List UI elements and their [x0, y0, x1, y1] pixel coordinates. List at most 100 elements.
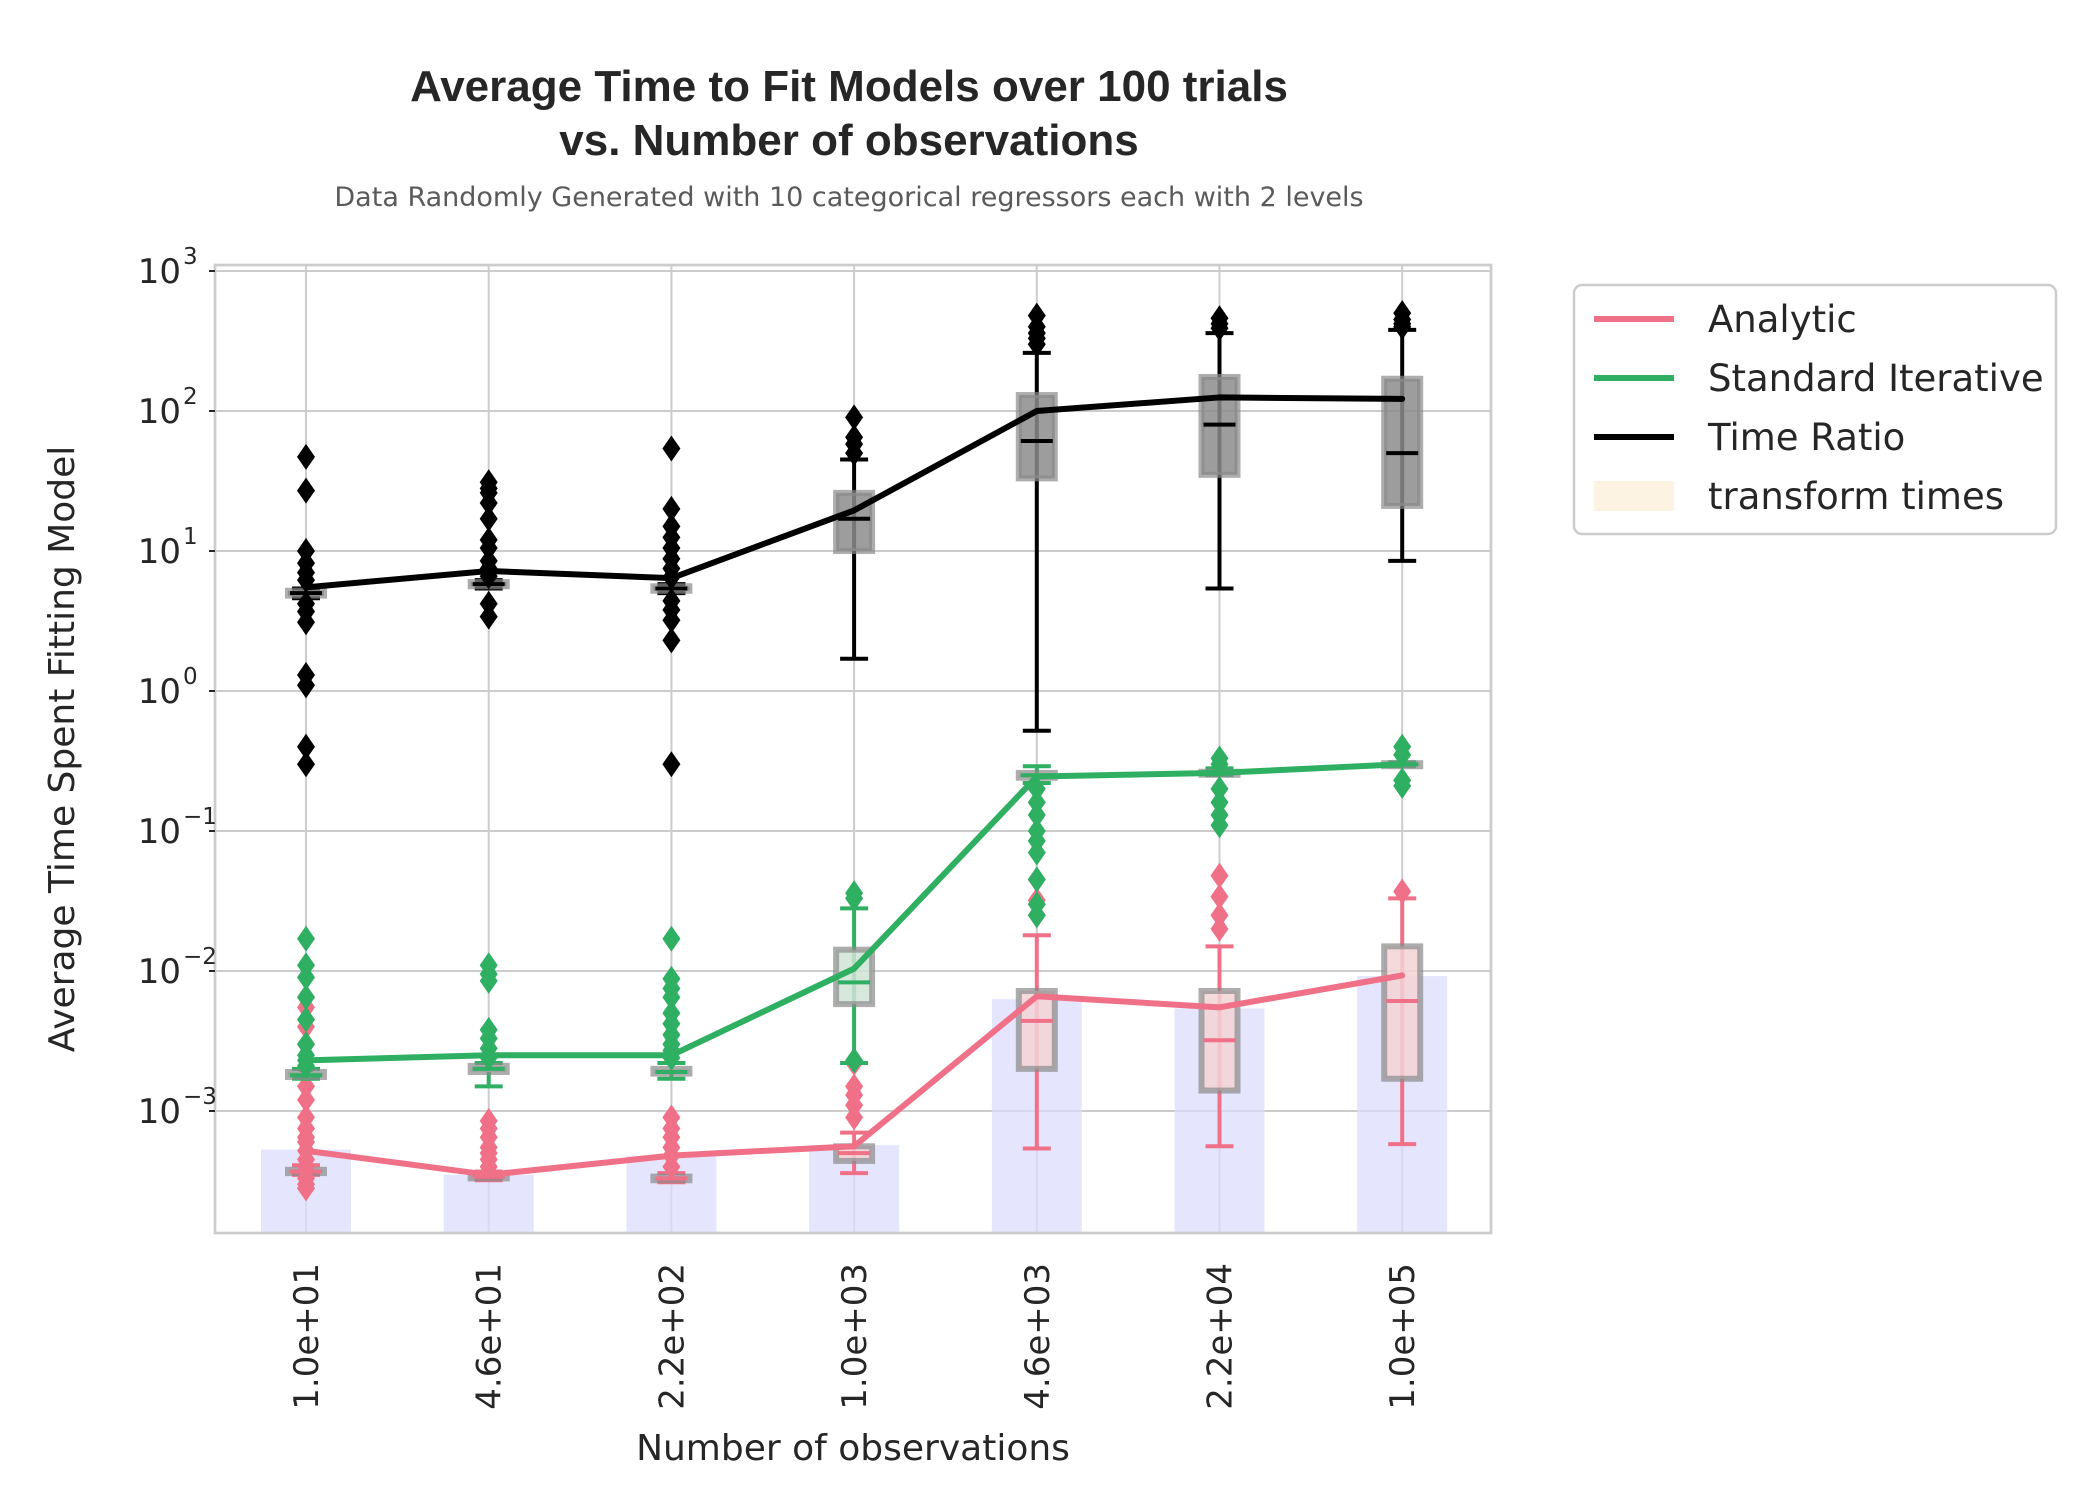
time-ratio-outlier-0-12	[297, 443, 315, 470]
standard-iterative-outlier-4-2	[1027, 866, 1046, 893]
time-ratio-outlier-2-4	[662, 587, 681, 614]
time-ratio-outlier-2-0	[662, 751, 681, 778]
legend-label-time-ratio: Time Ratio	[1707, 416, 1905, 459]
x-tick-label-2: 2.2e+02	[652, 1263, 692, 1410]
time-ratio-outlier-1-7	[479, 505, 498, 532]
x-tick-label-6: 1.0e+05	[1383, 1263, 1423, 1410]
analytic-boxes	[285, 862, 1424, 1202]
y-tick-label-3: 10	[138, 672, 181, 712]
time-ratio-outlier-0-0	[297, 751, 315, 778]
time-ratio-outlier-0-1	[297, 733, 315, 760]
time-ratio-outlier-3-2	[845, 424, 864, 451]
x-axis-label: Number of observations	[636, 1428, 1070, 1469]
legend-label-standard-iterative: Standard Iterative	[1708, 357, 2044, 400]
analytic-outlier-5-1	[1210, 902, 1229, 929]
y-tick-label-6: 10	[138, 1092, 181, 1132]
time-ratio-outlier-1-11	[479, 469, 498, 496]
y-tick-exponent-2: 1	[183, 524, 198, 550]
chart-title-line-2: vs. Number of observations	[559, 116, 1138, 165]
standard-iterative-outlier-2-9	[662, 925, 681, 952]
legend-frame	[1572, 283, 2058, 536]
standard-iterative-outlier-0-8	[297, 925, 315, 952]
standard-iterative-outlier-0-5	[297, 984, 315, 1011]
analytic-box-4	[1015, 987, 1058, 1072]
time-ratio-outlier-2-10	[662, 513, 681, 540]
standard-iterative-outlier-4-1	[1027, 891, 1046, 918]
y-tick-exponent-4: −1	[183, 804, 217, 830]
standard-iterative-outlier-1-3	[479, 1016, 498, 1043]
legend: Analytic Standard Iterative Time Ratio tran…	[1572, 283, 2058, 536]
standard-iterative-outlier-5-3	[1210, 775, 1229, 802]
time-ratio-outlier-0-6	[297, 590, 315, 617]
standard-iterative-outlier-3-0	[845, 1047, 864, 1074]
analytic-outlier-5-3	[1210, 862, 1229, 889]
y-tick-label-4: 10	[138, 812, 181, 852]
analytic-outlier-3-3	[845, 1073, 864, 1100]
plot-border	[213, 263, 1493, 1235]
standard-iterative-outlier-5-2	[1210, 789, 1229, 816]
time-ratio-outlier-0-10	[297, 538, 315, 564]
time-ratio-outlier-2-11	[662, 495, 681, 522]
standard-iterative-mean-line	[303, 761, 1406, 1064]
time-ratio-outlier-3-3	[845, 404, 864, 431]
standard-iterative-outlier-2-5	[662, 1000, 681, 1027]
time-ratio-outlier-4-4	[1027, 302, 1046, 329]
y-tick-exponent-0: 3	[183, 244, 198, 270]
x-tick-label-0: 1.0e+01	[287, 1263, 327, 1410]
y-tick-label-0: 10	[138, 252, 181, 292]
analytic-outlier-0-9	[297, 1104, 315, 1131]
standard-iterative-boxes	[285, 733, 1424, 1089]
y-tick-label-5: 10	[138, 952, 181, 992]
time-ratio-outlier-0-11	[297, 477, 315, 504]
time-ratio-outlier-0-3	[297, 662, 315, 689]
x-tick-label-5: 2.2e+04	[1201, 1263, 1241, 1410]
legend-swatch-transform-times	[1594, 481, 1674, 511]
time-ratio-outlier-2-12	[662, 435, 681, 462]
y-tick-exponent-5: −2	[183, 944, 217, 970]
box-plots	[285, 300, 1424, 1202]
y-tick-exponent-3: 0	[183, 664, 198, 690]
standard-iterative-outlier-2-8	[662, 965, 681, 992]
x-tick-label-1: 4.6e+01	[470, 1263, 510, 1410]
analytic-outlier-6-0	[1393, 878, 1412, 905]
x-tick-label-3: 1.0e+03	[835, 1263, 875, 1410]
y-tick-label-2: 10	[138, 532, 181, 572]
y-axis-label: Average Time Spent Fitting Model	[42, 446, 83, 1053]
x-tick-label-4: 4.6e+03	[1018, 1263, 1058, 1410]
chart-subtitle: Data Randomly Generated with 10 categori…	[334, 182, 1363, 213]
transform-time-bar-1	[443, 1174, 534, 1233]
legend-label-transform-times: transform times	[1708, 475, 2004, 518]
x-axis-ticks: 1.0e+01 4.6e+01 2.2e+02 1.0e+03 4.6e+03 2.2e+…	[287, 1263, 1423, 1410]
standard-iterative-outlier-3-2	[845, 880, 864, 907]
standard-iterative-outlier-0-4	[297, 1006, 315, 1033]
standard-iterative-outlier-4-5	[1027, 818, 1046, 844]
mean-lines	[303, 394, 1406, 1178]
analytic-outlier-2-5	[662, 1104, 681, 1131]
analytic-outlier-0-10	[297, 1086, 315, 1113]
time-ratio-outlier-1-1	[479, 590, 498, 617]
time-ratio-outlier-5-2	[1210, 305, 1229, 332]
time-ratio-outlier-1-6	[479, 526, 498, 553]
standard-iterative-outlier-1-6	[479, 952, 498, 979]
y-tick-exponent-6: −3	[183, 1084, 217, 1110]
standard-iterative-outlier-0-7	[297, 952, 315, 979]
standard-iterative-outlier-6-3	[1393, 733, 1412, 760]
time-ratio-outlier-2-1	[662, 627, 681, 654]
analytic-mean-line	[303, 972, 1406, 1178]
standard-iterative-outlier-6-1	[1393, 767, 1412, 794]
time-ratio-boxes	[285, 300, 1424, 778]
standard-iterative-outlier-0-3	[297, 1031, 315, 1058]
legend-label-analytic: Analytic	[1708, 298, 1857, 341]
standard-iterative-outlier-5-5	[1210, 745, 1229, 772]
y-tick-exponent-1: 2	[183, 384, 198, 410]
time-ratio-outlier-6-3	[1393, 300, 1412, 327]
chart-title-line-1: Average Time to Fit Models over 100 tria…	[410, 62, 1288, 111]
time-ratio-mean-line	[303, 394, 1406, 591]
analytic-outlier-1-6	[479, 1107, 498, 1134]
standard-iterative-outlier-4-7	[1027, 789, 1046, 816]
analytic-outlier-5-0	[1210, 915, 1229, 942]
y-tick-label-1: 10	[138, 392, 181, 432]
analytic-outlier-5-2	[1210, 883, 1229, 910]
